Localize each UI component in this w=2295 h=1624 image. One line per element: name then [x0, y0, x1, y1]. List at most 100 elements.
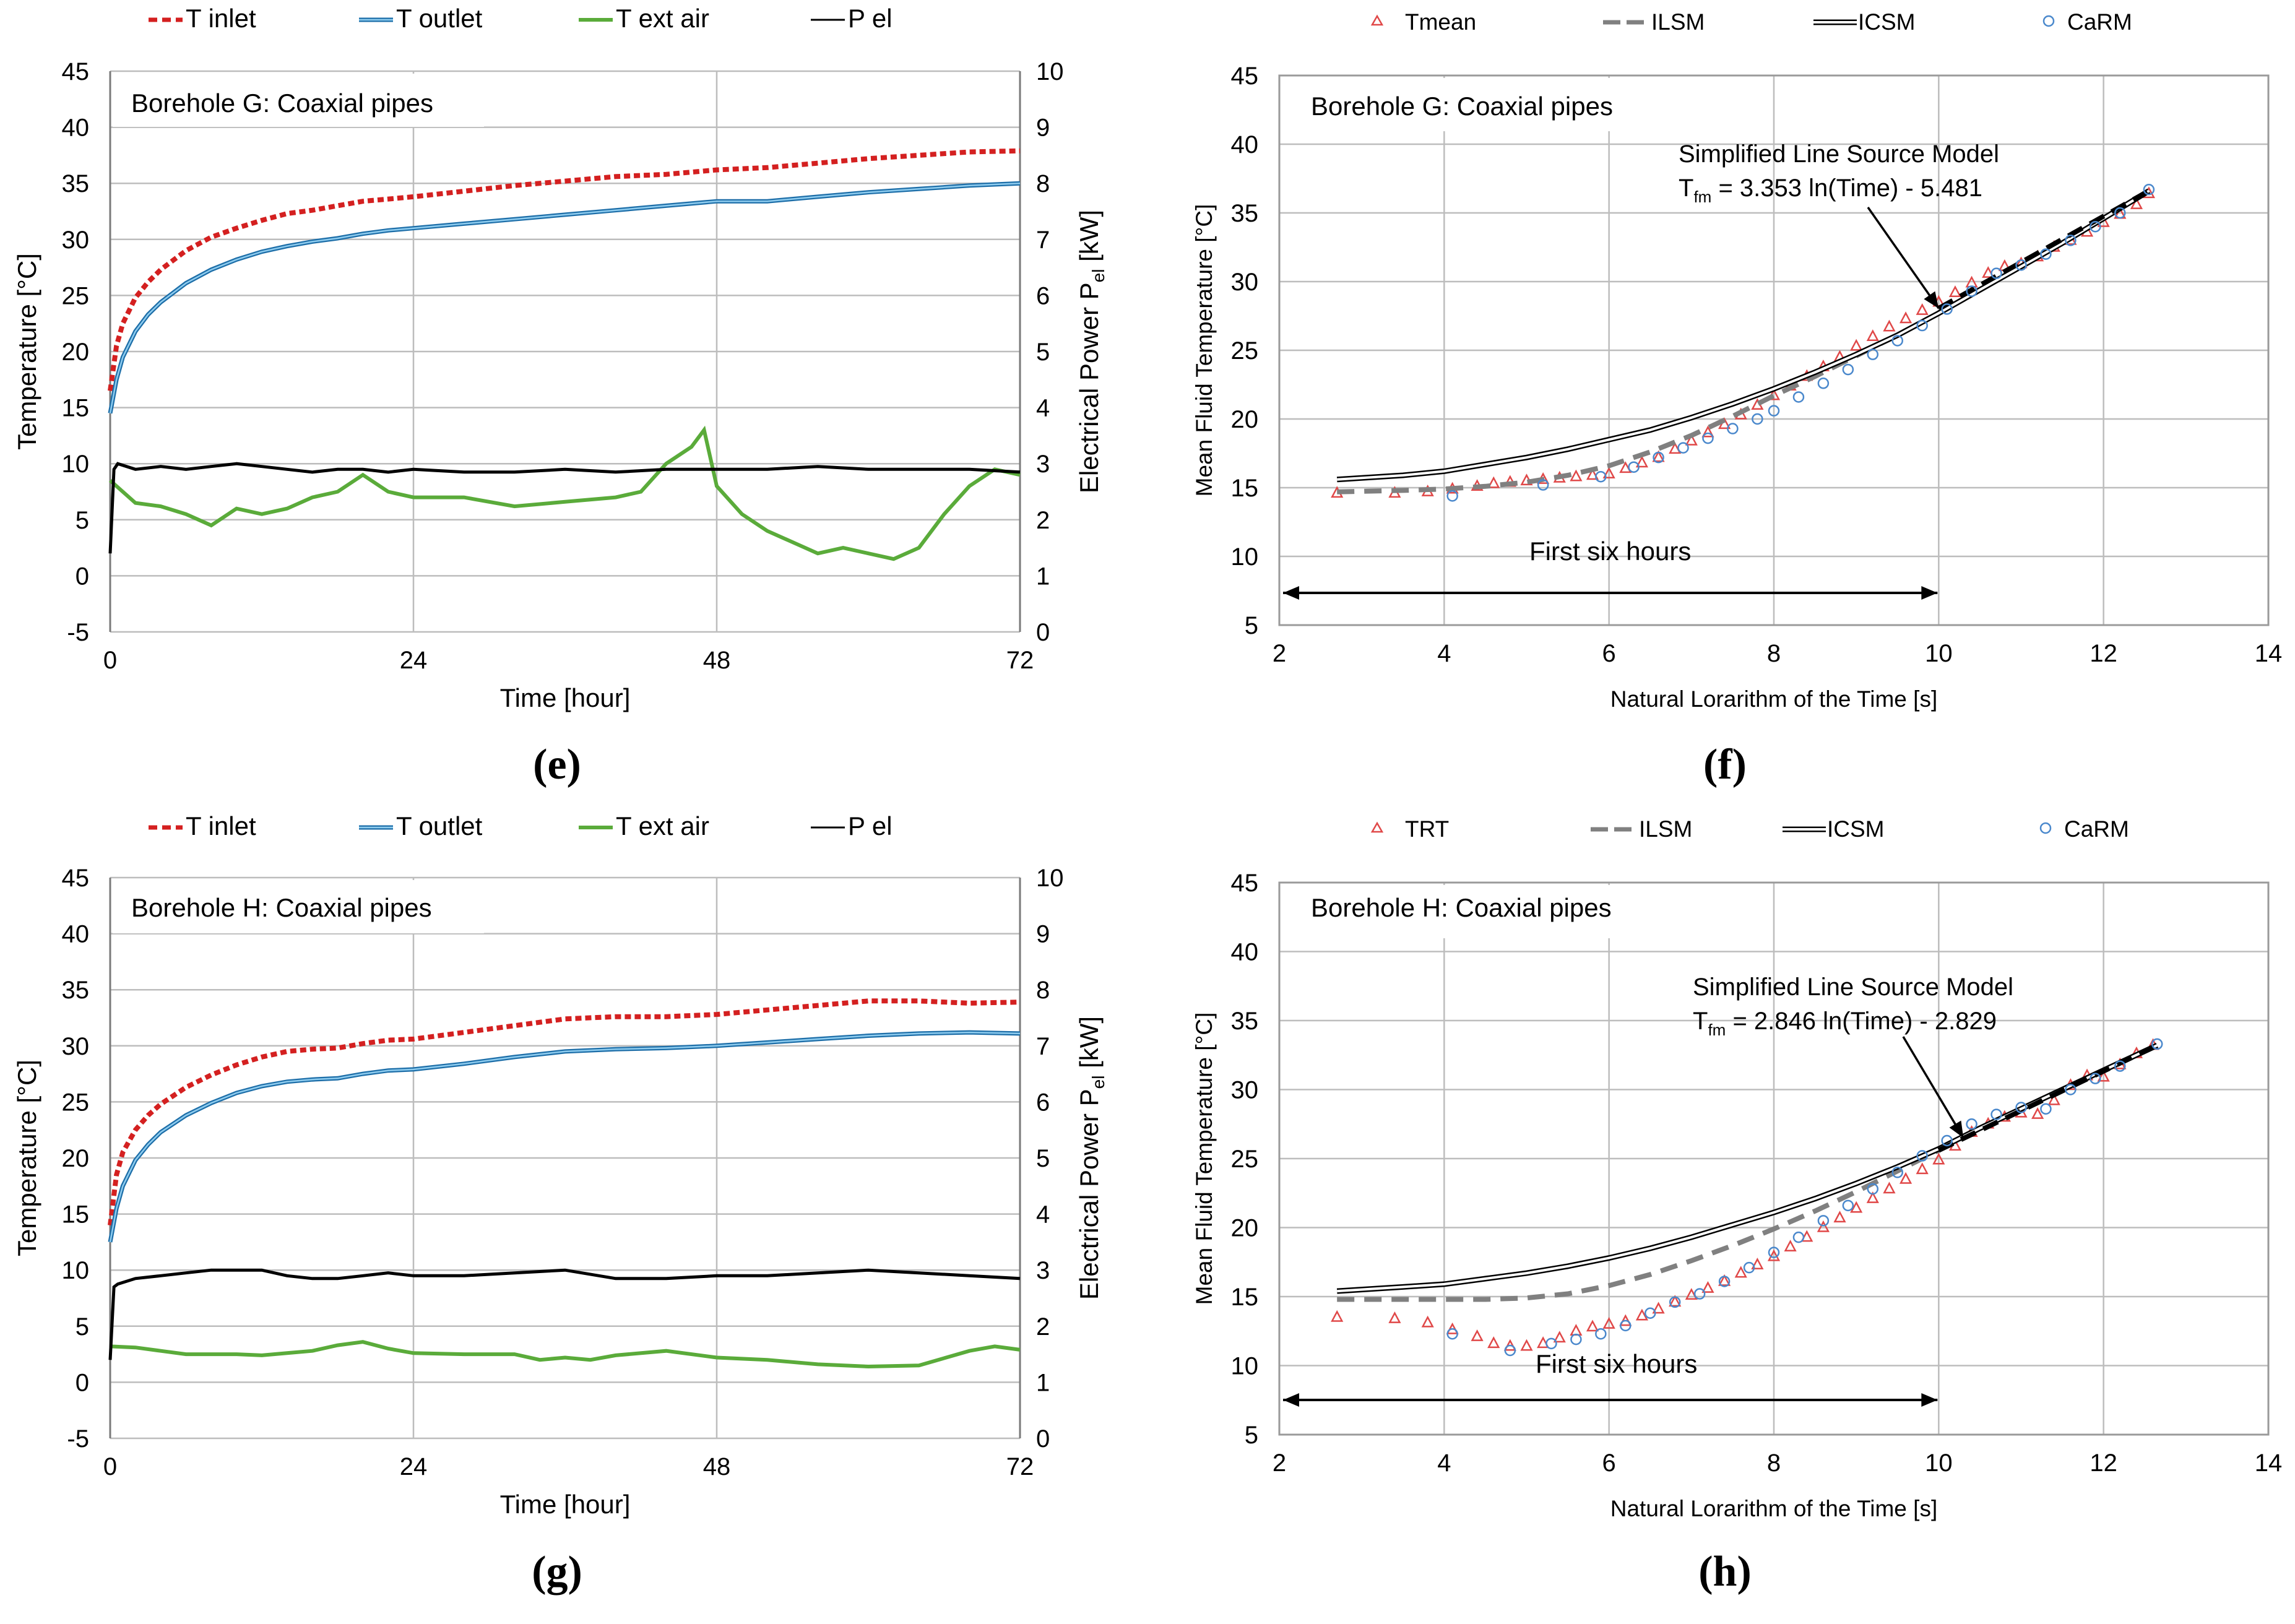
series-carm-point: [1966, 1118, 1977, 1130]
y-tick-label: 20: [62, 1145, 90, 1172]
series-carm-point: [1504, 1344, 1516, 1357]
chart-annotation-box: Borehole H: Coaxial pipes: [113, 880, 484, 933]
x-tick-label: 0: [103, 1453, 117, 1480]
x-axis-title: Natural Lorarithm of the Time [s]: [1610, 1496, 1937, 1521]
y2-tick-label: 5: [1036, 1145, 1050, 1172]
chart-panel-h: Borehole H: Coaxial pipes 5 10 15 20 25 30 35 40…: [1191, 816, 2282, 1596]
series-tmean-point: [1982, 266, 1995, 278]
legend-item: T inlet: [149, 4, 256, 33]
legend-item: CaRM: [2039, 816, 2129, 842]
model-arrowhead: [1924, 291, 1939, 309]
series-tmean-point: [1619, 461, 1632, 473]
series-carm-point: [2090, 1073, 2101, 1084]
series-trt-point: [1553, 1331, 1566, 1343]
series-carm-point: [1446, 1328, 1458, 1340]
y-tick-label: -5: [67, 1425, 89, 1453]
model-equation: Tfm = 2.846 ln(Time) - 2.829: [1693, 1008, 1997, 1039]
y-tick-label: 25: [62, 282, 90, 309]
series-trt-point: [2031, 1107, 2044, 1119]
span-label: First six hours: [1536, 1349, 1697, 1378]
series-tmean-point: [1916, 303, 1929, 315]
series-slsm-line: [1937, 1043, 2158, 1153]
x-tick-label: 24: [400, 1453, 428, 1480]
y-tick-label: 45: [62, 865, 90, 892]
series-carm-point: [2114, 1060, 2126, 1072]
y2-tick-label: 3: [1036, 451, 1050, 478]
model-equation: Tfm = 3.353 ln(Time) - 5.481: [1679, 175, 1982, 206]
x-tick-label: 8: [1767, 1449, 1781, 1477]
legend-label: P el: [848, 811, 892, 840]
series-carm-point: [1916, 1150, 1928, 1162]
legend-label: ILSM: [1651, 9, 1705, 35]
y-tick-label: 0: [76, 1369, 89, 1396]
y-tick-label: 5: [1245, 612, 1258, 639]
chart-annotation-box: Borehole G: Coaxial pipes: [113, 74, 484, 127]
series-carm-point: [2065, 1084, 2077, 1095]
legend-label: ICSM: [1858, 9, 1916, 35]
series-icsm-line-core: [1337, 1044, 2158, 1293]
series-trt-point: [1734, 1266, 1747, 1278]
annotation-bg: [1282, 885, 1653, 938]
y-tick-label: 20: [1231, 406, 1259, 433]
y-tick-label: 5: [76, 507, 89, 534]
chart-annotation-box: Borehole G: Coaxial pipes: [1282, 78, 1653, 131]
series-t-outlet-line: [108, 181, 1021, 414]
legend-swatch: [1370, 14, 1384, 26]
annotation-bg: [1282, 78, 1653, 131]
series-carm-point: [1620, 1320, 1632, 1332]
y-tick-label: 45: [1231, 63, 1259, 90]
y2-tick-label: 3: [1036, 1257, 1050, 1284]
model-eq-sub: fm: [1693, 188, 1711, 206]
series-p-el-line: [108, 1268, 1021, 1360]
series-ilsm-line: [1337, 189, 2150, 495]
plot-frame: [1278, 74, 2270, 626]
series-carm-point: [1817, 378, 1830, 389]
model-eq-rest: = 3.353 ln(Time) - 5.481: [1711, 175, 1982, 202]
y-tick-label: 10: [1231, 1353, 1259, 1380]
legend-item: TRT: [1370, 816, 1449, 842]
series-t-ext-air-line: [110, 1340, 1021, 1369]
series-carm-point: [1727, 423, 1739, 434]
x-axis-title: Natural Lorarithm of the Time [s]: [1610, 686, 1937, 712]
y2-tick-label: 9: [1036, 921, 1050, 948]
y-tick-label: 40: [1231, 131, 1259, 158]
series-trt-point: [1767, 1249, 1781, 1261]
series-carm-point: [1792, 1231, 1805, 1243]
series-trt-point: [1652, 1302, 1665, 1314]
y-tick-label: 45: [1231, 870, 1259, 897]
span-arrowhead-right: [1921, 586, 1938, 600]
series-carm-point: [1645, 1307, 1656, 1320]
y-tick-label: 0: [76, 563, 89, 590]
y-tick-label: 5: [76, 1313, 89, 1341]
series-tmean-point: [1850, 339, 1863, 351]
legend-swatch: [2039, 822, 2052, 834]
chart-annotation-box: Borehole H: Coaxial pipes: [1282, 885, 1653, 938]
y-tick-label: 25: [62, 1089, 90, 1116]
x-tick-label: 12: [2090, 640, 2117, 667]
legend-label: T outlet: [396, 4, 483, 33]
x-tick-label: 10: [1925, 1449, 1953, 1477]
series-carm-point: [1768, 1246, 1780, 1258]
y2-tick-label: 1: [1036, 1369, 1050, 1396]
panel-label: (h): [1698, 1548, 1752, 1596]
y-tick-label: 45: [62, 58, 90, 85]
panel-label: (e): [533, 741, 581, 788]
x-axis-title: Time [hour]: [500, 1490, 631, 1519]
series-tmean-point: [1570, 469, 1583, 482]
x-tick-label: 2: [1273, 1449, 1286, 1477]
legend-label: T ext air: [616, 811, 709, 840]
series-carm-point: [1990, 267, 2002, 279]
y-tick-label: 40: [62, 114, 90, 142]
y2-tick-label: 6: [1036, 1089, 1050, 1116]
legend-item: ICSM: [1783, 816, 1885, 842]
y2-axis-title: Electrical Power Pel [kW]: [1074, 210, 1108, 493]
y2-tick-label: 10: [1036, 865, 1064, 892]
chart-annotation: Borehole H: Coaxial pipes: [131, 893, 432, 922]
series-trt-point: [1331, 1310, 1344, 1322]
series-tmean-point: [1685, 433, 1698, 446]
legend-item: T inlet: [149, 811, 256, 840]
legend-label: CaRM: [2064, 816, 2129, 842]
y-tick-label: 30: [62, 227, 90, 254]
series-carm-point: [1891, 335, 1903, 347]
series-tmean-point: [2130, 197, 2143, 209]
